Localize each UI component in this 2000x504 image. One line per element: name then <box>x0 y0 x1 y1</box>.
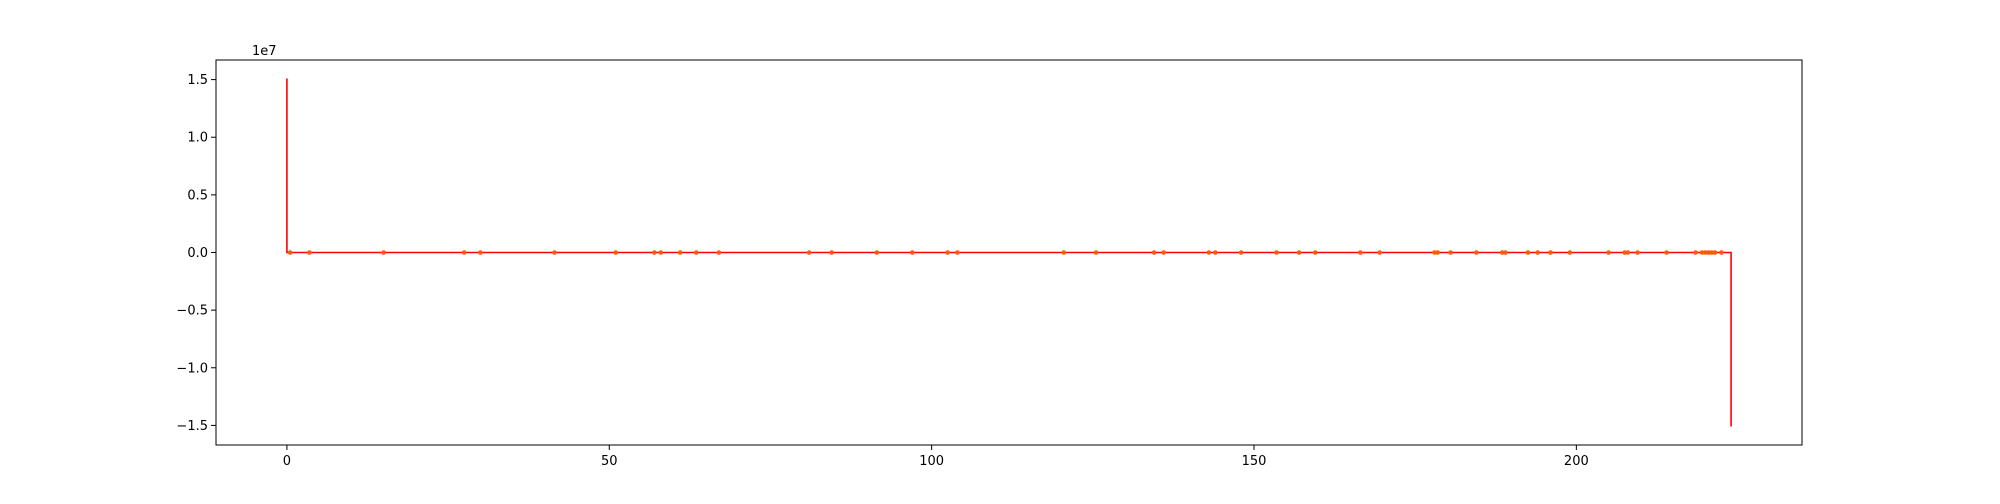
data-point-3 <box>461 250 467 255</box>
data-point-26 <box>1296 250 1302 255</box>
y-tick-label-1: 1.0 <box>187 131 208 146</box>
y-tick-label-0: 1.5 <box>187 73 208 88</box>
data-point-31 <box>1435 250 1441 255</box>
data-point-36 <box>1525 250 1531 255</box>
data-point-5 <box>552 250 557 255</box>
y-axis: 1.5 1.0 0.5 0.0 −0.5 −1.0 −1.5 <box>176 73 216 434</box>
data-point-39 <box>1567 250 1573 255</box>
data-point-30 <box>1432 250 1437 255</box>
data-point-38 <box>1548 250 1553 255</box>
data-point-8 <box>658 250 664 255</box>
x-tick-label-2: 100 <box>919 454 944 469</box>
x-tick-label-3: 150 <box>1242 454 1267 469</box>
data-point-34 <box>1499 250 1505 255</box>
data-point-13 <box>829 250 834 255</box>
data-point-49 <box>1709 250 1715 255</box>
data-point-0 <box>287 250 293 255</box>
data-point-42 <box>1625 250 1631 255</box>
data-point-23 <box>1213 250 1218 255</box>
data-point-28 <box>1358 250 1363 255</box>
y-tick-label-2: 0.5 <box>187 188 208 203</box>
series-step-line <box>286 78 1732 427</box>
data-point-6 <box>613 250 619 255</box>
data-point-22 <box>1206 250 1212 255</box>
data-point-40 <box>1606 250 1611 255</box>
data-point-1 <box>307 250 312 255</box>
data-point-7 <box>652 250 657 255</box>
y-axis-offset-label: 1e7 <box>252 44 277 59</box>
data-point-15 <box>909 250 915 255</box>
data-point-17 <box>955 250 960 255</box>
y-tick-label-5: −1.0 <box>176 361 208 376</box>
data-point-2 <box>381 250 386 255</box>
series-layer <box>286 78 1732 427</box>
data-point-9 <box>677 250 683 255</box>
data-point-50 <box>1712 250 1718 255</box>
data-point-33 <box>1474 250 1479 255</box>
data-point-11 <box>716 250 722 255</box>
y-tick-label-3: 0.0 <box>187 246 208 261</box>
data-point-21 <box>1161 250 1167 255</box>
x-tick-label-4: 200 <box>1564 454 1589 469</box>
y-tick-label-4: −0.5 <box>176 304 208 319</box>
data-point-27 <box>1312 250 1318 255</box>
data-point-20 <box>1151 250 1157 255</box>
data-point-14 <box>874 250 880 255</box>
data-point-48 <box>1706 250 1711 255</box>
data-point-19 <box>1093 250 1099 255</box>
data-point-35 <box>1503 250 1508 255</box>
data-point-18 <box>1061 250 1067 255</box>
data-point-10 <box>694 250 699 255</box>
x-axis: 0 50 100 150 200 <box>283 445 1589 469</box>
y-tick-label-6: −1.5 <box>176 419 208 434</box>
data-point-25 <box>1274 250 1279 255</box>
data-point-24 <box>1238 250 1244 255</box>
data-point-12 <box>806 250 812 255</box>
marker-layer <box>287 250 1724 255</box>
data-point-16 <box>945 250 951 255</box>
data-point-41 <box>1622 250 1627 255</box>
data-point-45 <box>1693 250 1698 255</box>
x-tick-label-1: 50 <box>601 454 618 469</box>
data-point-44 <box>1664 250 1669 255</box>
data-point-29 <box>1377 250 1383 255</box>
x-tick-label-0: 0 <box>283 454 291 469</box>
data-point-4 <box>478 250 483 255</box>
data-point-46 <box>1699 250 1705 255</box>
data-point-32 <box>1448 250 1453 255</box>
data-point-51 <box>1719 250 1724 255</box>
data-point-43 <box>1635 250 1640 255</box>
data-point-47 <box>1702 250 1708 255</box>
data-point-37 <box>1535 250 1540 255</box>
